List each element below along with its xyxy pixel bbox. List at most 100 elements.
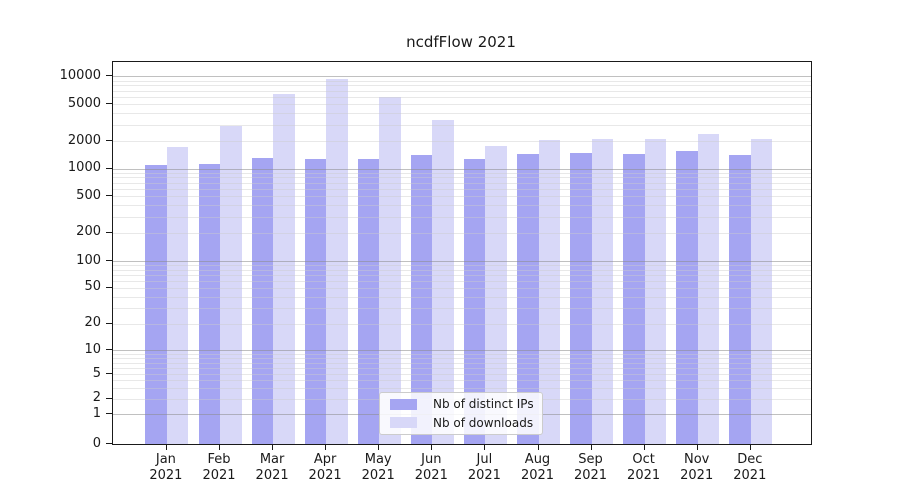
gridline-minor-500 xyxy=(113,196,811,197)
y-tick-mark-200 xyxy=(106,231,112,233)
y-tick-label-5: 5 xyxy=(92,365,101,381)
x-tick-label-nov: Nov 2021 xyxy=(680,452,714,483)
x-tick-mark-jan xyxy=(165,444,167,450)
legend-swatch-distinct-ips xyxy=(390,398,417,410)
bar-downloads-nov xyxy=(697,133,720,444)
bar-downloads-dec xyxy=(750,138,773,444)
legend-item-distinct-ips: Nb of distinct IPs xyxy=(386,396,536,413)
gridline-minor-4 xyxy=(113,380,811,382)
x-tick-mark-mar xyxy=(272,444,274,450)
bar-downloads-mar xyxy=(273,93,295,444)
gridline-minor-5 xyxy=(113,374,811,376)
grid-layer xyxy=(113,62,811,444)
y-tick-mark-20 xyxy=(106,322,112,324)
x-tick-label-jan: Jan 2021 xyxy=(149,452,183,483)
y-tick-label-1: 1 xyxy=(92,405,101,421)
x-tick-label-aug: Aug 2021 xyxy=(520,452,555,483)
x-tick-mark-apr xyxy=(325,444,327,450)
x-tick-mark-feb xyxy=(219,444,220,450)
bar-distinct-ips-may xyxy=(357,159,380,444)
y-tick-mark-10 xyxy=(106,349,112,350)
y-tick-label-50: 50 xyxy=(84,279,101,295)
gridline-minor-9 xyxy=(113,353,811,355)
bar-distinct-ips-dec xyxy=(729,155,751,444)
x-tick-label-may: May 2021 xyxy=(361,452,395,483)
bar-downloads-may xyxy=(379,97,401,444)
legend-label-downloads: Nb of downloads xyxy=(433,415,534,430)
x-tick-label-jun: Jun 2021 xyxy=(414,452,448,483)
bar-distinct-ips-nov xyxy=(676,150,698,444)
legend: Nb of distinct IPs Nb of downloads xyxy=(379,392,543,435)
x-tick-label-jul: Jul 2021 xyxy=(467,452,501,483)
gridline-minor-7000 xyxy=(113,90,811,92)
y-tick-label-5000: 5000 xyxy=(67,95,101,111)
x-tick-mark-sep xyxy=(590,444,592,450)
gridline-minor-70 xyxy=(113,274,811,276)
bar-distinct-ips-jan xyxy=(145,164,167,444)
legend-item-downloads: Nb of downloads xyxy=(386,414,536,431)
gridline-minor-400 xyxy=(113,204,811,206)
y-tick-mark-50 xyxy=(106,286,112,288)
x-tick-mark-oct xyxy=(643,444,645,450)
bar-distinct-ips-mar xyxy=(251,158,274,444)
x-tick-label-feb: Feb 2021 xyxy=(202,452,236,483)
y-tick-label-100: 100 xyxy=(76,252,101,268)
x-tick-label-apr: Apr 2021 xyxy=(308,452,342,483)
gridline-major-1000 xyxy=(113,168,811,170)
bar-downloads-jul xyxy=(485,146,507,444)
bar-distinct-ips-sep xyxy=(570,152,592,444)
gridline-minor-30 xyxy=(113,307,811,309)
gridline-minor-6000 xyxy=(113,96,811,98)
bar-distinct-ips-feb xyxy=(198,163,220,444)
y-tick-label-0: 0 xyxy=(92,435,101,451)
bar-downloads-feb xyxy=(220,126,242,444)
legend-label-distinct-ips: Nb of distinct IPs xyxy=(433,397,534,412)
x-tick-mark-jun xyxy=(431,444,433,450)
gridline-minor-50 xyxy=(113,287,811,289)
gridline-minor-9000 xyxy=(113,80,811,82)
gridline-minor-3 xyxy=(113,387,811,389)
gridline-minor-6 xyxy=(113,367,811,369)
bar-downloads-aug xyxy=(538,140,560,444)
gridline-major-10000 xyxy=(113,76,811,78)
bar-distinct-ips-jul xyxy=(463,159,486,444)
x-tick-label-oct: Oct 2021 xyxy=(627,452,661,483)
legend-swatch-downloads xyxy=(390,417,417,429)
gridline-major-10 xyxy=(113,350,811,351)
y-tick-mark-10000 xyxy=(106,75,112,77)
bar-distinct-ips-apr xyxy=(304,158,327,444)
bar-distinct-ips-oct xyxy=(623,153,645,444)
y-tick-label-200: 200 xyxy=(76,224,101,240)
gridline-minor-600 xyxy=(113,188,811,190)
gridline-minor-300 xyxy=(113,216,811,218)
bar-distinct-ips-aug xyxy=(517,153,539,444)
y-tick-mark-5000 xyxy=(106,103,112,104)
x-tick-mark-dec xyxy=(749,444,751,450)
plot-area: Nb of distinct IPs Nb of downloads xyxy=(112,61,812,445)
y-tick-mark-100 xyxy=(106,260,112,261)
bar-distinct-ips-jun xyxy=(410,154,433,444)
y-tick-label-2000: 2000 xyxy=(67,132,101,148)
gridline-minor-8000 xyxy=(113,85,811,87)
y-tick-mark-500 xyxy=(106,195,112,196)
bar-downloads-jun xyxy=(432,120,454,444)
gridline-minor-5000 xyxy=(113,104,811,105)
y-tick-mark-2000 xyxy=(106,140,112,141)
gridline-minor-90 xyxy=(113,265,811,267)
gridline-minor-3000 xyxy=(113,124,811,126)
y-tick-label-2: 2 xyxy=(92,390,101,405)
x-tick-mark-nov xyxy=(696,444,698,450)
y-tick-mark-0 xyxy=(106,443,112,444)
bar-downloads-oct xyxy=(644,138,667,444)
chart-title: ncdfFlow 2021 xyxy=(406,33,516,51)
x-tick-mark-aug xyxy=(537,444,539,450)
x-tick-mark-may xyxy=(378,444,380,450)
gridline-minor-900 xyxy=(113,172,811,174)
x-tick-mark-jul xyxy=(484,444,486,450)
y-tick-mark-2 xyxy=(106,397,112,399)
gridline-minor-200 xyxy=(113,232,811,234)
y-tick-label-1000: 1000 xyxy=(67,160,101,175)
y-tick-mark-5 xyxy=(106,373,112,375)
x-tick-label-dec: Dec 2021 xyxy=(733,452,767,483)
